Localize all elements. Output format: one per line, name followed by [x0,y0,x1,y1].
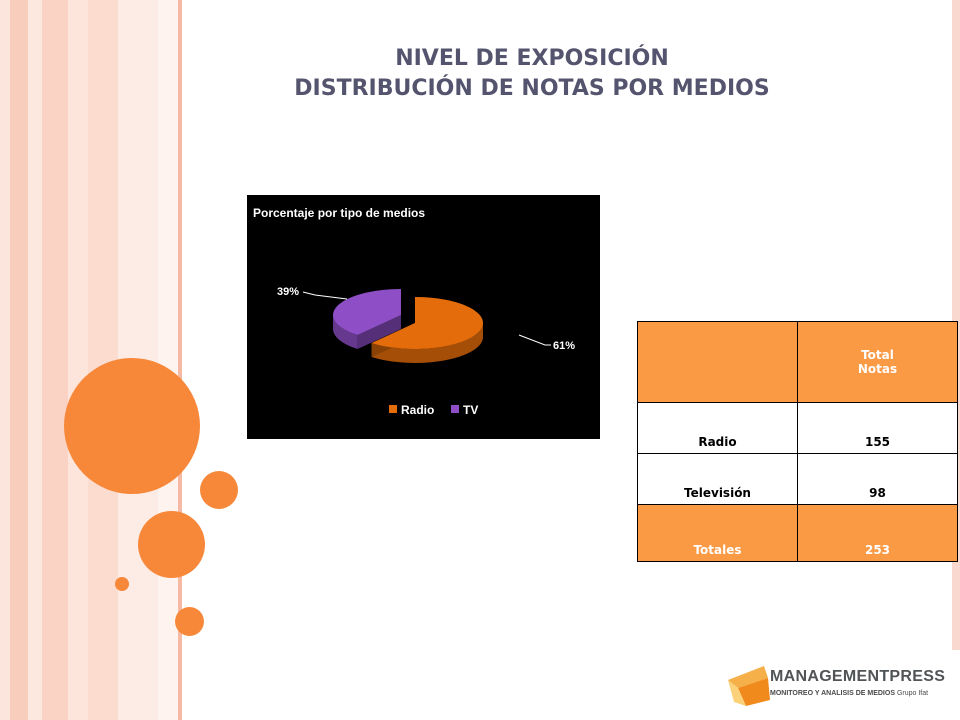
table-cell-medio: Televisión [637,453,798,505]
table-header-total-notas: Total Notas [797,321,958,403]
chart-title: Porcentaje por tipo de medios [253,206,425,220]
decorative-circle [200,471,238,509]
logo-tagline: MONITOREO Y ANALISIS DE MEDIOS Grupo Ifa… [770,690,928,697]
leader-line-tv [302,291,348,300]
table-header-blank [637,321,798,403]
legend-swatch-tv [451,405,459,413]
table-cell-medio: Radio [637,402,798,454]
decorative-stripes [0,0,182,720]
title-line-1: NIVEL DE EXPOSICIÓN [395,46,669,71]
decorative-circle [138,511,205,578]
pie-slice-cut [357,315,401,350]
table-header-line: Total [861,348,894,362]
table-header-row: Total Notas [637,321,958,403]
table-cell-notas: 98 [797,453,958,505]
logo-mark-icon [728,666,770,706]
pie-slice-side [371,323,483,363]
pie-chart-svg: Porcentaje por tipo de medios 61% 39% Radio… [253,206,575,417]
logo-name: MANAGEMENTPRESS [770,668,946,685]
data-table: Total Notas Radio 155 Televisión 98 Total… [637,321,958,562]
table-cell-total-value: 253 [797,504,958,562]
pie-slice-side [333,315,358,350]
logo-group: Grupo Ifat [896,690,929,697]
decorative-circle-small [115,577,129,591]
table-total-row: Totales 253 [637,504,958,562]
data-label-tv: 39% [277,286,299,298]
legend-label-tv: TV [463,403,478,417]
table-cell-notas: 155 [797,402,958,454]
title-line-2: DISTRIBUCIÓN DE NOTAS POR MEDIOS [294,76,770,101]
pie-slice-radio [371,297,483,349]
decorative-circle [175,607,204,636]
page-title: NIVEL DE EXPOSICIÓN DISTRIBUCIÓN DE NOTA… [182,44,882,104]
table-row: Radio 155 [637,402,958,454]
company-logo: MANAGEMENTPRESS MONITOREO Y ANALISIS DE … [712,650,960,720]
table-row: Televisión 98 [637,453,958,505]
legend-swatch-radio [389,405,397,413]
table-cell-total-label: Totales [637,504,798,562]
decorative-circle-large [64,358,200,494]
pie-slice-tv [333,289,401,336]
legend-label-radio: Radio [401,403,434,417]
data-label-radio: 61% [553,340,575,352]
pie-chart: Porcentaje por tipo de medios 61% 39% Radio… [247,195,600,439]
logo-tagline-text: MONITOREO Y ANALISIS DE MEDIOS [770,690,895,697]
table-header-line: Notas [857,362,898,376]
leader-line-radio [518,334,551,346]
